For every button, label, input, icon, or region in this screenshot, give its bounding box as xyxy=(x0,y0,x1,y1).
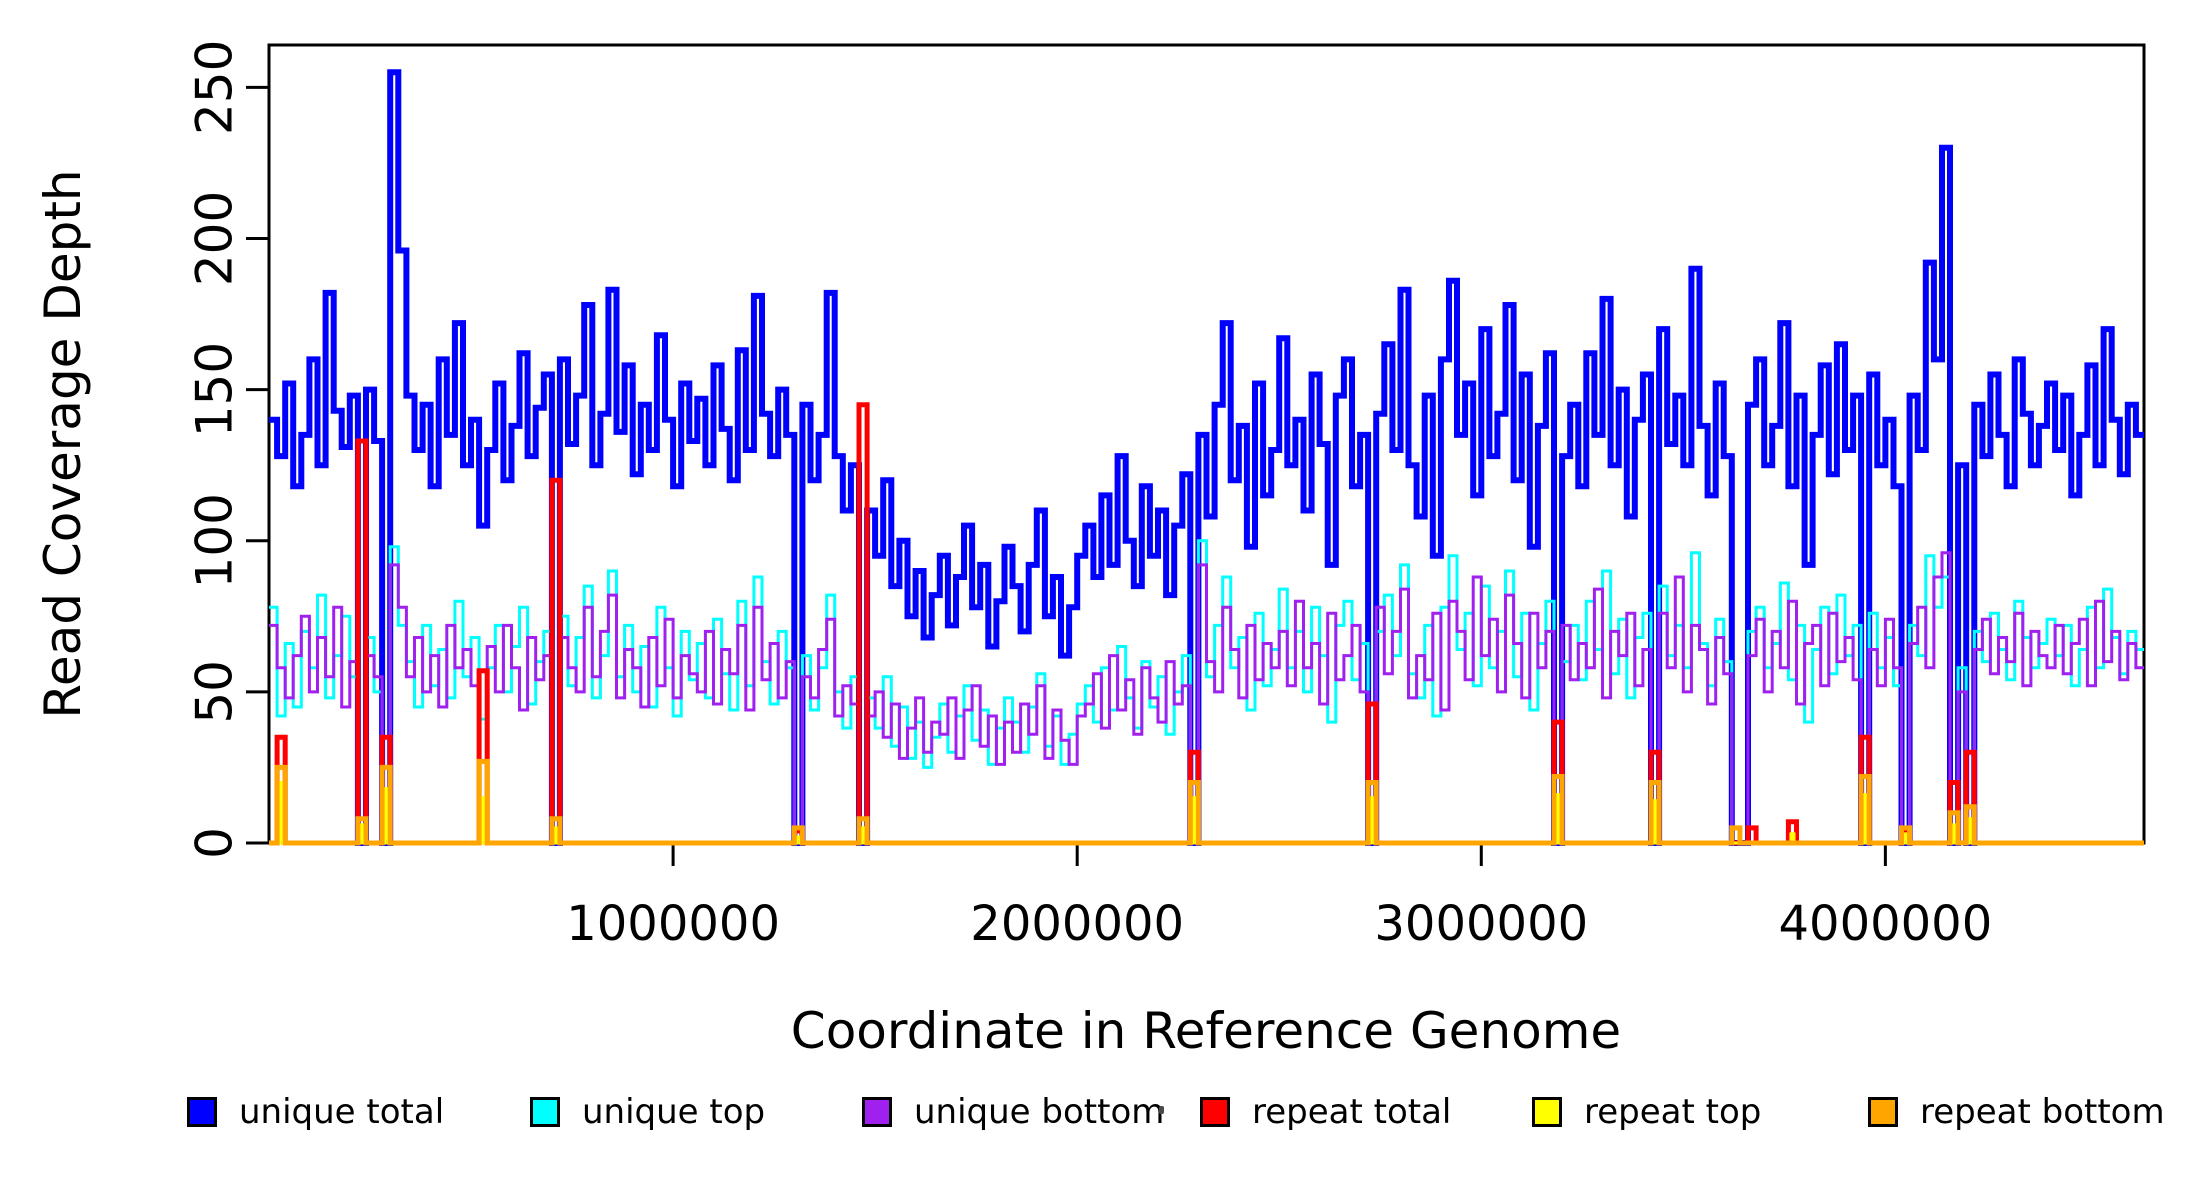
series-unique-total-line xyxy=(269,69,2144,846)
x-axis-title: Coordinate in Reference Genome xyxy=(791,1002,1621,1060)
stray-mark xyxy=(1159,1106,1164,1114)
y-tick-label: 250 xyxy=(186,40,244,135)
series-repeat-bottom-line xyxy=(269,758,2144,846)
y-tick-label: 200 xyxy=(186,191,244,286)
y-tick-label: 100 xyxy=(186,493,244,588)
x-tick-label: 1000000 xyxy=(566,896,780,952)
x-tick-label: 2000000 xyxy=(970,896,1184,952)
series-layer xyxy=(269,69,2144,846)
series-unique-bottom-line xyxy=(269,551,2144,845)
x-tick-label: 4000000 xyxy=(1778,896,1992,952)
y-tick-label: 50 xyxy=(186,660,244,724)
x-tick-label: 3000000 xyxy=(1374,896,1588,952)
y-tick-label: 150 xyxy=(186,342,244,437)
axes-layer: 0 50 100 150 200 250 1000000 2000000 3000000 4000… xyxy=(186,40,2146,952)
y-axis-title: Read Coverage Depth xyxy=(34,169,92,718)
y-tick-label: 0 xyxy=(186,827,244,859)
